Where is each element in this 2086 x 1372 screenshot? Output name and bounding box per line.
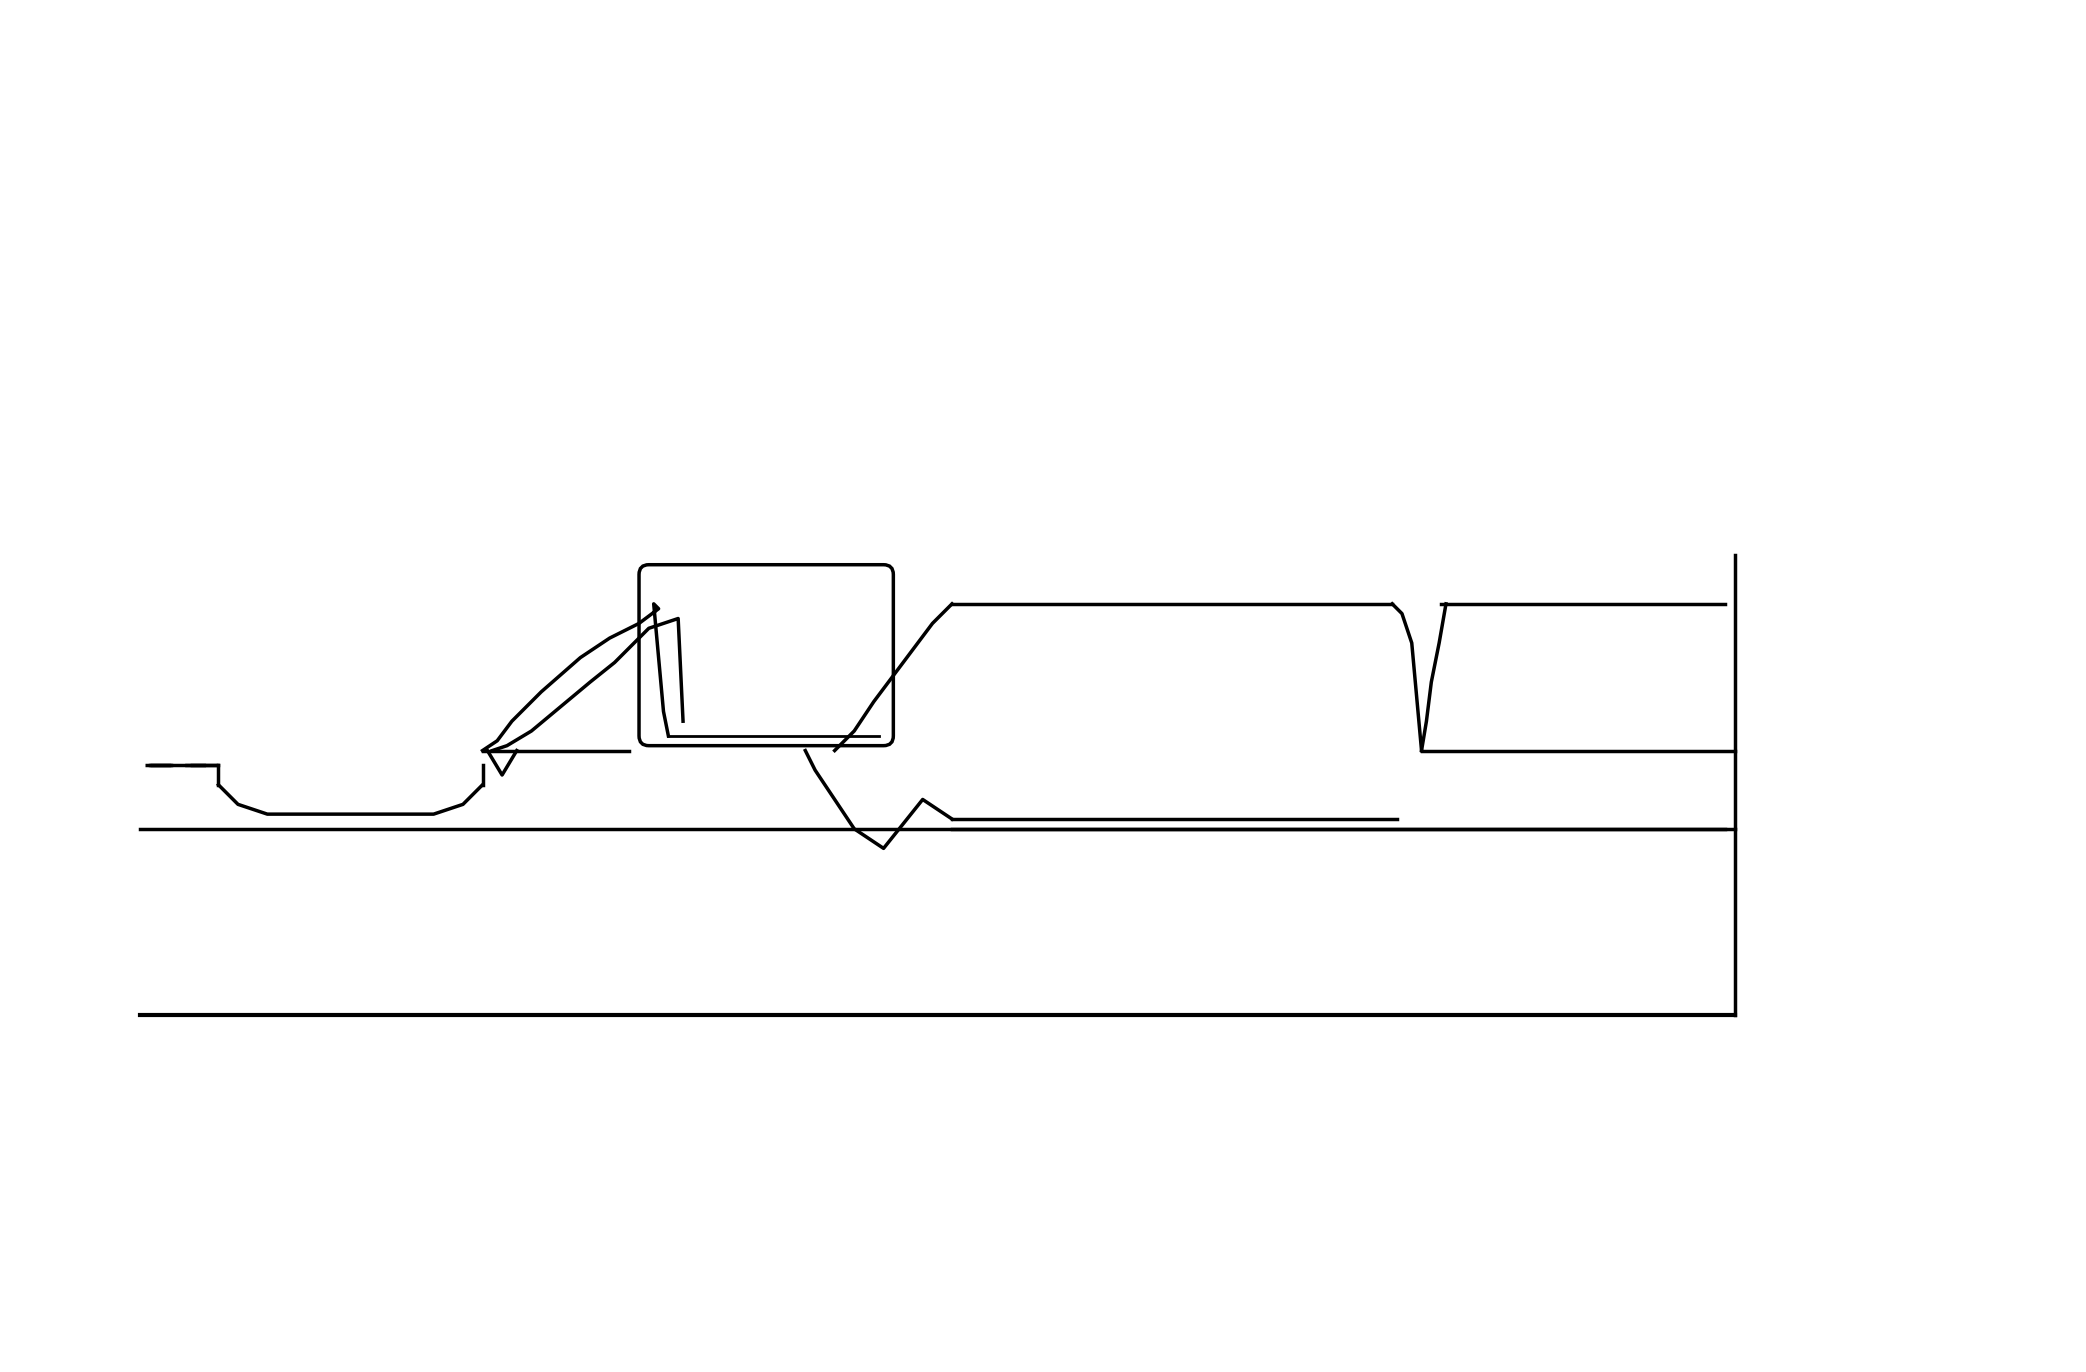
FancyBboxPatch shape xyxy=(638,565,893,745)
